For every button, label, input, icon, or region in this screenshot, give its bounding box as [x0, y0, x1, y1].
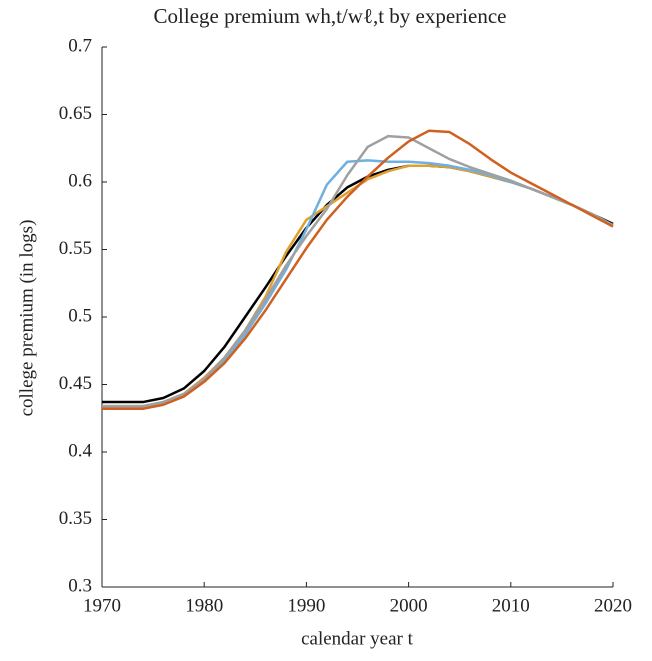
x-tick-label: 1980	[185, 595, 223, 616]
y-tick-label: 0.3	[68, 575, 92, 596]
chart-title: College premium wh,t/wℓ,t by experience	[154, 4, 507, 28]
y-tick-label: 0.7	[68, 35, 92, 56]
series-line	[102, 159, 614, 409]
x-axis-label: calendar year t	[301, 628, 414, 649]
x-tick-label: 2020	[594, 595, 632, 616]
y-tick-label: 0.5	[68, 305, 92, 326]
series-line	[102, 164, 614, 404]
y-tick-label: 0.45	[59, 373, 92, 394]
series-line	[102, 129, 614, 411]
series-line	[102, 164, 614, 408]
y-tick-label: 0.55	[59, 238, 92, 259]
y-tick-label: 0.6	[68, 170, 92, 191]
x-tick-label: 2010	[492, 595, 530, 616]
x-tick-label: 2000	[390, 595, 428, 616]
series-line	[102, 134, 614, 408]
y-tick-label: 0.65	[59, 103, 92, 124]
y-tick-label: 0.4	[68, 440, 92, 461]
y-axis-label: college premium (in logs)	[16, 220, 37, 417]
x-tick-label: 1990	[287, 595, 325, 616]
y-tick-label: 0.35	[59, 508, 92, 529]
x-tick-label: 1970	[83, 595, 121, 616]
